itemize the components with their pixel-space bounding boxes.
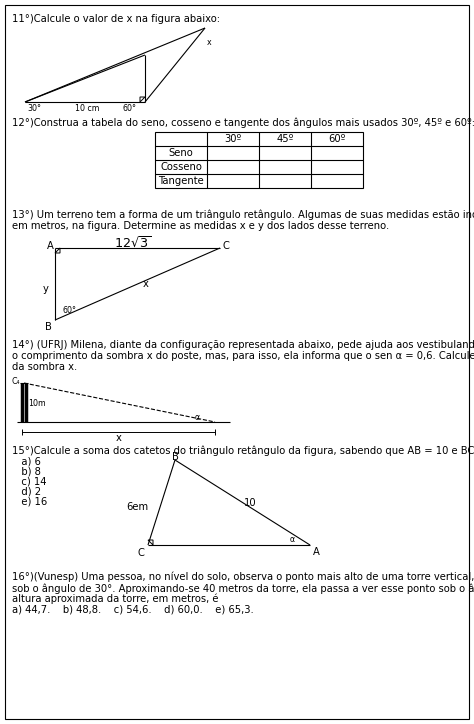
Text: b) 8: b) 8 xyxy=(12,466,41,476)
Text: 45º: 45º xyxy=(276,134,294,144)
Text: Cosseno: Cosseno xyxy=(160,162,202,172)
Text: e) 16: e) 16 xyxy=(12,496,47,506)
Text: d) 2: d) 2 xyxy=(12,486,41,496)
Text: x: x xyxy=(116,433,121,443)
Text: 60º: 60º xyxy=(328,134,346,144)
Text: C: C xyxy=(223,241,230,251)
Text: 60°: 60° xyxy=(123,104,137,113)
Text: Tangente: Tangente xyxy=(158,176,204,186)
Text: 14°) (UFRJ) Milena, diante da configuração representada abaixo, pede ajuda aos v: 14°) (UFRJ) Milena, diante da configuraç… xyxy=(12,340,474,350)
Text: a) 6: a) 6 xyxy=(12,456,41,466)
Text: α: α xyxy=(290,535,295,544)
Text: 10m: 10m xyxy=(28,400,46,408)
Text: 16°)(Vunesp) Uma pessoa, no nível do solo, observa o ponto mais alto de uma torr: 16°)(Vunesp) Uma pessoa, no nível do sol… xyxy=(12,572,474,583)
Text: 13°) Um terreno tem a forma de um triângulo retângulo. Algumas de suas medidas e: 13°) Um terreno tem a forma de um triâng… xyxy=(12,210,474,221)
Text: y: y xyxy=(43,284,49,294)
Text: em metros, na figura. Determine as medidas x e y dos lados desse terreno.: em metros, na figura. Determine as medid… xyxy=(12,221,389,231)
Text: 12°)Construa a tabela do seno, cosseno e tangente dos ângulos mais usados 30º, 4: 12°)Construa a tabela do seno, cosseno e… xyxy=(12,118,474,128)
Text: B: B xyxy=(45,322,52,332)
Text: Seno: Seno xyxy=(169,148,193,158)
Text: sob o ângulo de 30°. Aproximando-se 40 metros da torre, ela passa a ver esse pon: sob o ângulo de 30°. Aproximando-se 40 m… xyxy=(12,583,474,594)
Text: 30º: 30º xyxy=(224,134,242,144)
Text: 60°: 60° xyxy=(63,306,77,315)
Text: A: A xyxy=(313,547,320,557)
Text: altura aproximada da torre, em metros, é: altura aproximada da torre, em metros, é xyxy=(12,594,219,605)
Text: $12\sqrt{3}$: $12\sqrt{3}$ xyxy=(114,236,151,251)
Bar xyxy=(155,132,363,188)
Text: α: α xyxy=(195,413,200,422)
Text: B: B xyxy=(172,452,179,462)
Text: 30°: 30° xyxy=(27,104,41,113)
Text: 11°)Calcule o valor de x na figura abaixo:: 11°)Calcule o valor de x na figura abaix… xyxy=(12,14,220,24)
Text: x: x xyxy=(207,38,211,47)
Text: A: A xyxy=(47,241,54,251)
Text: o comprimento da sombra x do poste, mas, para isso, ela informa que o sen α = 0,: o comprimento da sombra x do poste, mas,… xyxy=(12,351,474,361)
Text: 6em: 6em xyxy=(126,502,148,513)
Text: C₄: C₄ xyxy=(12,377,20,386)
Text: c) 14: c) 14 xyxy=(12,476,46,486)
Text: C: C xyxy=(138,548,145,558)
Text: 15°)Calcule a soma dos catetos do triângulo retângulo da figura, sabendo que AB : 15°)Calcule a soma dos catetos do triâng… xyxy=(12,445,474,455)
Text: 10: 10 xyxy=(244,497,257,508)
Text: a) 44,7.    b) 48,8.    c) 54,6.    d) 60,0.    e) 65,3.: a) 44,7. b) 48,8. c) 54,6. d) 60,0. e) 6… xyxy=(12,605,254,615)
Text: da sombra x.: da sombra x. xyxy=(12,362,77,372)
Text: 10 cm: 10 cm xyxy=(75,104,100,113)
Text: x: x xyxy=(143,279,148,289)
